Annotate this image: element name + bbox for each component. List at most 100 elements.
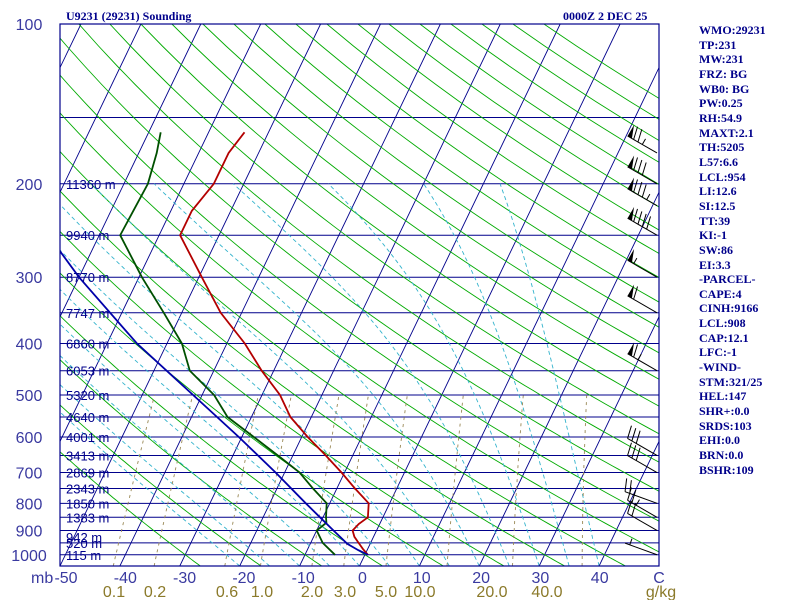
wind-barb-feather	[646, 216, 651, 230]
temperature-tick-label: 40	[591, 570, 609, 587]
mixing-ratio-line	[311, 394, 340, 566]
height-label: 4001 m	[66, 430, 109, 445]
height-label: 3413 m	[66, 448, 109, 463]
dry-adiabat-line	[295, 24, 659, 279]
mixing-ratio-line	[259, 394, 292, 566]
wind-barb-staff	[627, 353, 658, 372]
pressure-tick-label: 500	[16, 388, 43, 405]
wind-barb-feather	[637, 129, 643, 143]
temperature-tick-label: -30	[173, 570, 196, 587]
wind-barb-feather	[631, 428, 637, 442]
wind-barb	[627, 155, 658, 185]
index-item: PW:0.25	[699, 96, 743, 111]
temperature-tick-label: 0	[358, 570, 367, 587]
wind-barb	[627, 206, 658, 236]
dry-adiabat-line	[202, 24, 659, 354]
wind-barb-feather	[633, 157, 638, 171]
wind-barb-feather	[637, 159, 643, 173]
index-item: LCL:908	[699, 316, 746, 331]
moist-adiabat-line	[60, 203, 420, 566]
mixing-ratio-line	[112, 394, 156, 566]
moist-adiabat-line	[60, 288, 360, 566]
isotherm-line	[119, 24, 381, 566]
wind-barb-feather	[635, 430, 641, 444]
chart-datetime: 0000Z 2 DEC 25	[563, 9, 648, 23]
mixing-ratio-line	[446, 394, 464, 566]
wind-barb-feather	[633, 344, 638, 358]
pressure-tick-label: 1000	[11, 548, 47, 565]
isotherm-line	[239, 24, 501, 566]
height-label: 2869 m	[66, 466, 109, 481]
wind-barb-pennant	[627, 342, 635, 357]
index-item: FRZ: BG	[699, 66, 748, 81]
index-item: EHI:0.0	[699, 433, 741, 448]
dry-adiabat-line	[60, 451, 201, 566]
wind-barb-pennant	[627, 155, 635, 170]
index-item: SI:12.5	[699, 198, 736, 213]
wind-barb-feather	[631, 445, 637, 459]
isotherm-line	[598, 440, 659, 566]
wind-barb-feather	[637, 211, 643, 225]
moist-adiabat-line	[499, 183, 600, 566]
background-lines	[0, 24, 659, 566]
mixing-ratio-tick-label: 3.0	[334, 584, 356, 600]
wind-barb-feather	[635, 447, 641, 461]
mixing-ratio-tick-label: 0.1	[103, 584, 125, 600]
dry-adiabat-line	[60, 230, 505, 566]
wind-barb-half-feather	[646, 193, 651, 200]
wind-barb-feather	[637, 181, 643, 195]
wind-barb	[627, 124, 658, 154]
moist-adiabat-line	[60, 354, 300, 566]
temperature-tick-label: 30	[532, 570, 550, 587]
wind-barb-pennant	[627, 124, 635, 139]
wind-barb-pennant	[627, 249, 635, 263]
plot-frame	[59, 23, 660, 567]
index-item: SRDS:103	[699, 418, 752, 433]
moist-adiabat-line	[423, 183, 570, 566]
index-item: CAPE:4	[699, 286, 742, 301]
moist-adiabat-line	[60, 384, 270, 566]
temperature-tick-label: -50	[54, 570, 77, 587]
mixing-ratio-tick-label: 0.2	[144, 584, 166, 600]
moist-adiabat-line	[328, 183, 540, 566]
wind-barb	[627, 487, 658, 518]
wind-barb	[627, 342, 658, 372]
isotherm-line	[359, 24, 621, 566]
isotherm-line	[179, 24, 441, 566]
temperature-profile	[179, 131, 370, 556]
isotherm-line	[60, 24, 321, 566]
wind-barb-feather	[627, 500, 632, 514]
index-item: WMO:29231	[699, 23, 766, 37]
index-item: WB0: BG	[699, 81, 750, 96]
wind-barb-staff	[627, 513, 658, 531]
index-item: LI:12.6	[699, 184, 737, 199]
wind-barb-staff	[624, 542, 658, 556]
height-label: 6860 m	[66, 337, 109, 352]
temperature-tick-label: 20	[472, 570, 490, 587]
isotherm-line	[418, 66, 659, 566]
dry-adiabat-line	[60, 190, 565, 566]
index-item: TH:5205	[699, 140, 745, 155]
dewpoint-profile	[119, 132, 336, 556]
height-label: 520 m	[66, 536, 102, 551]
isotherm-line	[60, 24, 262, 443]
isotherm-line	[0, 24, 21, 566]
wind-barb	[627, 442, 658, 473]
dry-adiabat-line	[60, 272, 444, 566]
wind-barb-feather	[631, 503, 637, 517]
temperature-tick-label: -10	[292, 570, 315, 587]
wind-barb	[627, 284, 658, 314]
wind-barb-staff	[627, 438, 658, 456]
isotherm-line	[478, 191, 659, 566]
moist-adiabat-line	[90, 183, 450, 566]
moist-adiabat-line	[60, 323, 330, 566]
wind-barb-feather	[624, 478, 628, 492]
dry-adiabat-line	[326, 24, 659, 254]
pressure-tick-label: 300	[16, 270, 43, 287]
dry-adiabat-line	[60, 112, 659, 553]
dry-adiabat-line	[60, 150, 626, 566]
dry-adiabat-line	[140, 24, 659, 407]
dry-adiabat-line	[60, 74, 659, 522]
